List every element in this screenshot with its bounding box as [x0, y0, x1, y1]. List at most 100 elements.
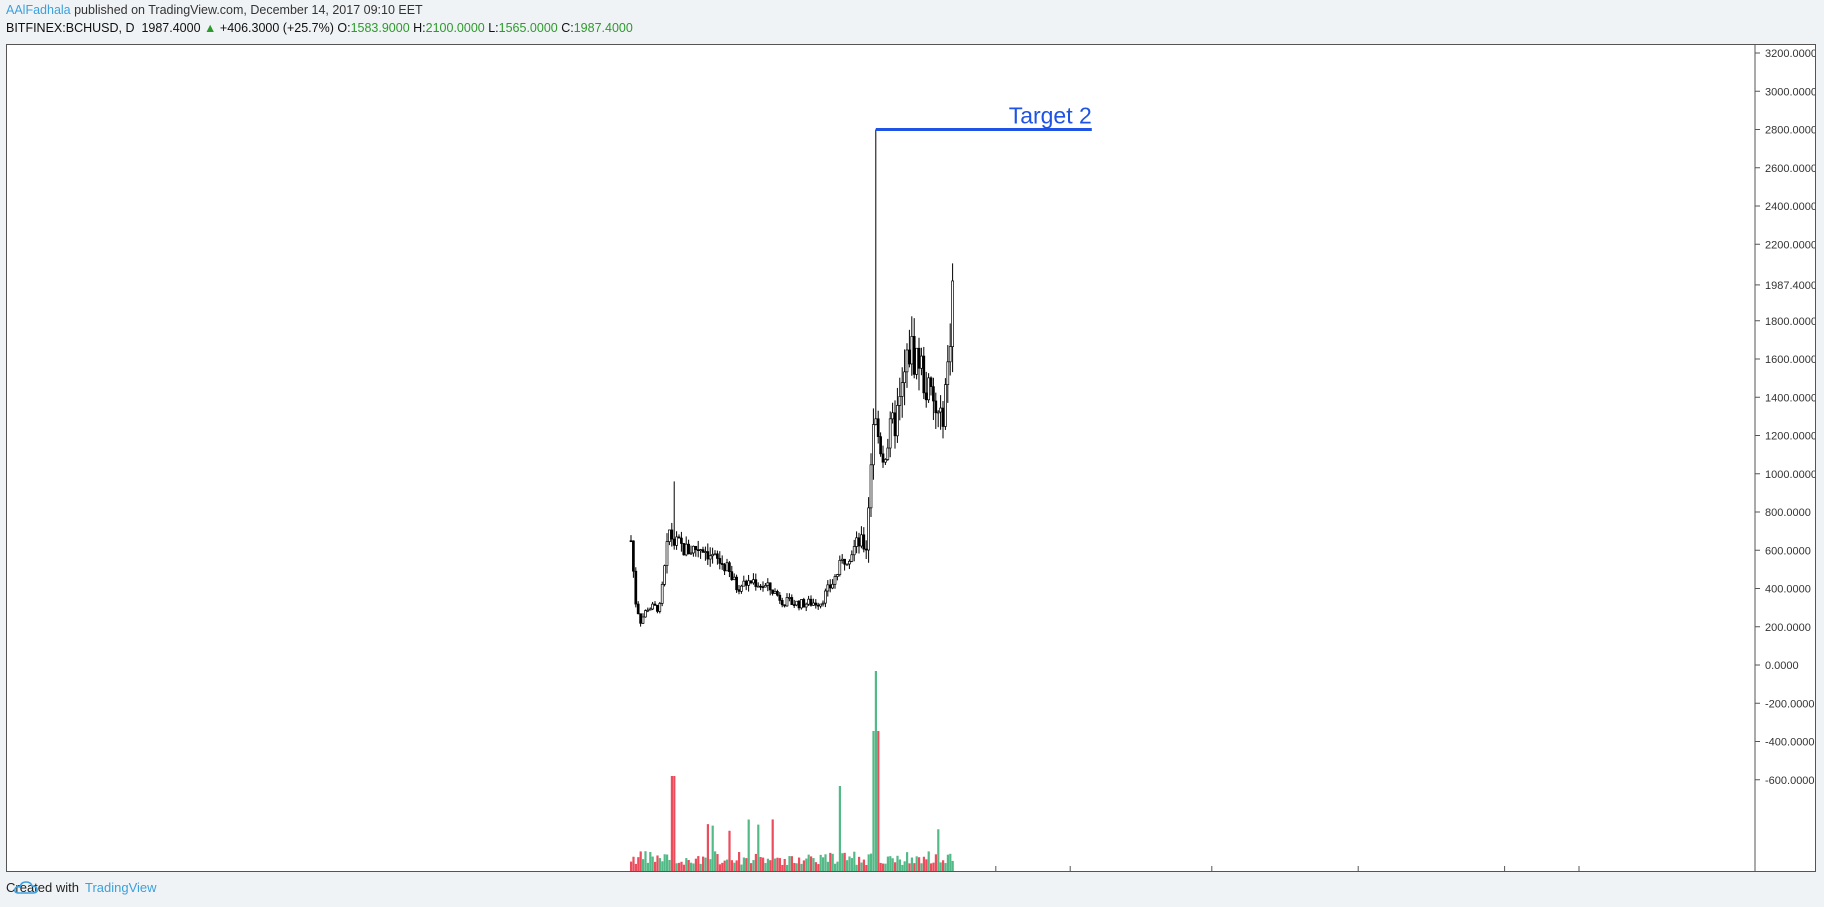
candle-body	[660, 584, 664, 604]
volume-bar	[771, 819, 774, 871]
volume-bar	[630, 861, 633, 871]
volume-bar	[836, 861, 839, 871]
volume-bar	[810, 856, 813, 871]
close-label: C:	[561, 21, 574, 35]
volume-bar	[925, 859, 928, 871]
volume-bar	[658, 858, 661, 871]
volume-bar	[644, 851, 647, 871]
volume-bar	[910, 857, 913, 871]
volume-bar	[817, 864, 820, 871]
volume-bar	[774, 858, 777, 871]
candle-body	[759, 585, 762, 588]
volume-bar	[853, 851, 856, 871]
volume-bar	[834, 863, 837, 871]
candle-body	[833, 576, 837, 585]
volume-bar	[898, 859, 901, 871]
candle-body	[728, 562, 731, 573]
publish-info: AAlFadhala published on TradingView.com,…	[6, 3, 423, 17]
volume-bars	[630, 671, 954, 871]
price-axis[interactable]: 3200.0000 3000.0000 2800.0000 2600.0000 2400…	[1754, 45, 1815, 871]
price-tick-label: 2600.0000	[1765, 163, 1815, 175]
candle-body	[924, 392, 928, 401]
candle-body	[737, 589, 741, 592]
volume-bar	[850, 858, 853, 871]
volume-bar	[776, 857, 779, 871]
volume-bar	[829, 852, 832, 871]
candle-body	[699, 549, 702, 551]
candle-body	[785, 597, 789, 607]
volume-bar	[865, 864, 868, 871]
volume-bar	[778, 858, 781, 871]
volume-bar	[939, 862, 942, 871]
volume-bar	[790, 856, 793, 871]
volume-bar	[877, 731, 880, 871]
volume-bar	[860, 862, 863, 871]
candle-body	[701, 549, 705, 553]
volume-bar	[685, 858, 688, 871]
tradingview-link[interactable]: TradingView	[84, 880, 157, 895]
volume-bar	[726, 859, 729, 871]
candle-body	[905, 349, 909, 373]
candle-body	[711, 554, 714, 557]
candle-body	[867, 507, 870, 551]
volume-bar	[867, 854, 870, 871]
target-label: Target 2	[1009, 103, 1092, 129]
candle-body	[898, 396, 902, 406]
candle-body	[812, 602, 815, 606]
volume-bar	[889, 856, 892, 871]
volume-bar	[745, 858, 748, 871]
volume-bar	[716, 854, 719, 871]
price-tick-label: -600.0000	[1765, 775, 1815, 787]
volume-bar	[891, 858, 894, 871]
volume-bar	[812, 858, 815, 871]
volume-bar	[678, 862, 681, 871]
candle-body	[886, 447, 890, 460]
candle-body	[929, 377, 933, 387]
candle-body	[855, 537, 858, 547]
candle-body	[920, 355, 923, 369]
volume-bar	[802, 860, 805, 871]
candle-body	[843, 558, 846, 565]
volume-bar	[704, 857, 707, 871]
candle-body	[860, 534, 863, 547]
volume-bar	[632, 856, 635, 871]
volume-bar	[807, 854, 810, 871]
candle-body	[876, 418, 880, 437]
volume-bar	[754, 853, 757, 871]
target-annotation[interactable]: Target 2	[875, 103, 1092, 131]
candle-body	[838, 560, 842, 575]
price-chart[interactable]: 3200.0000 3000.0000 2800.0000 2600.0000 2400…	[7, 45, 1815, 871]
price-tick-label: 200.0000	[1765, 622, 1811, 634]
volume-bar	[872, 731, 875, 871]
candle-body	[893, 412, 897, 437]
volume-bar	[814, 862, 817, 871]
volume-bar	[903, 861, 906, 871]
volume-bar	[920, 863, 923, 871]
volume-bar	[884, 863, 887, 871]
volume-bar	[838, 786, 841, 871]
up-arrow-icon: ▲	[204, 21, 217, 35]
volume-bar	[718, 864, 721, 871]
candle-body	[732, 576, 736, 580]
price-tick-label: 1400.0000	[1765, 392, 1815, 404]
volume-bar	[922, 856, 925, 871]
volume-bar	[795, 863, 798, 871]
candle-body	[944, 384, 947, 427]
volume-bar	[692, 863, 695, 871]
candle-body	[752, 579, 755, 584]
author-link[interactable]: AAlFadhala	[6, 3, 71, 17]
volume-bar	[870, 853, 873, 871]
chart-area[interactable]: 3200.0000 3000.0000 2800.0000 2600.0000 2400…	[6, 44, 1816, 872]
volume-bar	[934, 854, 937, 871]
price-tick-label: 2200.0000	[1765, 239, 1815, 251]
candle-body	[797, 600, 801, 609]
volume-bar	[800, 863, 803, 871]
candle-body	[879, 436, 882, 455]
candle-body	[668, 529, 671, 543]
change-value: +406.3000 (+25.7%)	[219, 21, 334, 35]
candle-body	[778, 594, 782, 601]
candle-body	[744, 580, 748, 586]
volume-bar	[843, 852, 846, 871]
volume-bar	[846, 860, 849, 871]
candle-body	[663, 565, 666, 585]
